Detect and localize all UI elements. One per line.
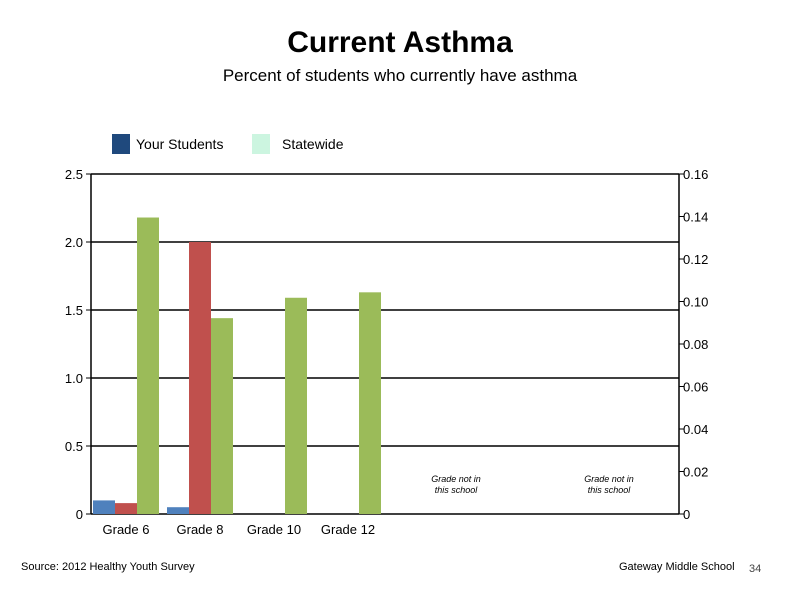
annotation-grade-not-in-school: this school [588,485,632,495]
y-left-tick-label: 0.5 [65,439,83,454]
source-note: Source: 2012 Healthy Youth Survey [21,561,195,573]
bar-your-students [93,500,115,514]
y-left-tick-label: 1.0 [65,371,83,386]
x-tick-label: Grade 6 [103,522,150,537]
chart-title: Current Asthma [287,26,513,59]
y-right-tick-label: 0.12 [683,252,708,267]
chart-subtitle: Percent of students who currently have a… [222,66,578,85]
bar-series-1 [189,242,211,514]
y-right-tick-label: 0.02 [683,465,708,480]
legend-label-statewide: Statewide [282,136,344,152]
legend-item-your-students: Your Students [112,134,223,154]
y-left-tick-label: 2.0 [65,235,83,250]
bar-statewide [285,297,307,514]
x-tick-label: Grade 8 [177,522,224,537]
y-right-tick-label: 0 [683,507,690,522]
annotation-grade-not-in-school: this school [435,485,479,495]
legend-swatch-your-students [112,134,130,154]
y-right-tick-label: 0.14 [683,210,708,225]
legend-item-statewide: Statewide [252,134,343,154]
x-tick-label: Grade 10 [247,522,301,537]
annotation-grade-not-in-school: Grade not in [431,474,481,484]
legend-label-your-students: Your Students [136,136,224,152]
y-left-tick-label: 0 [76,507,83,522]
bar-series-1 [115,503,137,514]
y-left-tick-label: 1.5 [65,303,83,318]
y-left-tick-label: 2.5 [65,167,83,182]
school-name: Gateway Middle School [619,561,735,573]
y-right-tick-label: 0.04 [683,422,708,437]
annotation-grade-not-in-school: Grade not in [584,474,634,484]
y-right-tick-label: 0.16 [683,167,708,182]
y-right-tick-label: 0.10 [683,295,708,310]
legend-swatch-statewide [252,134,270,154]
bar-statewide [359,292,381,514]
page-number: 34 [749,563,762,575]
bar-your-students [167,507,189,514]
x-tick-label: Grade 12 [321,522,375,537]
bar-statewide [137,217,159,514]
bar-statewide [211,318,233,514]
y-right-tick-label: 0.06 [683,380,708,395]
y-right-tick-label: 0.08 [683,337,708,352]
